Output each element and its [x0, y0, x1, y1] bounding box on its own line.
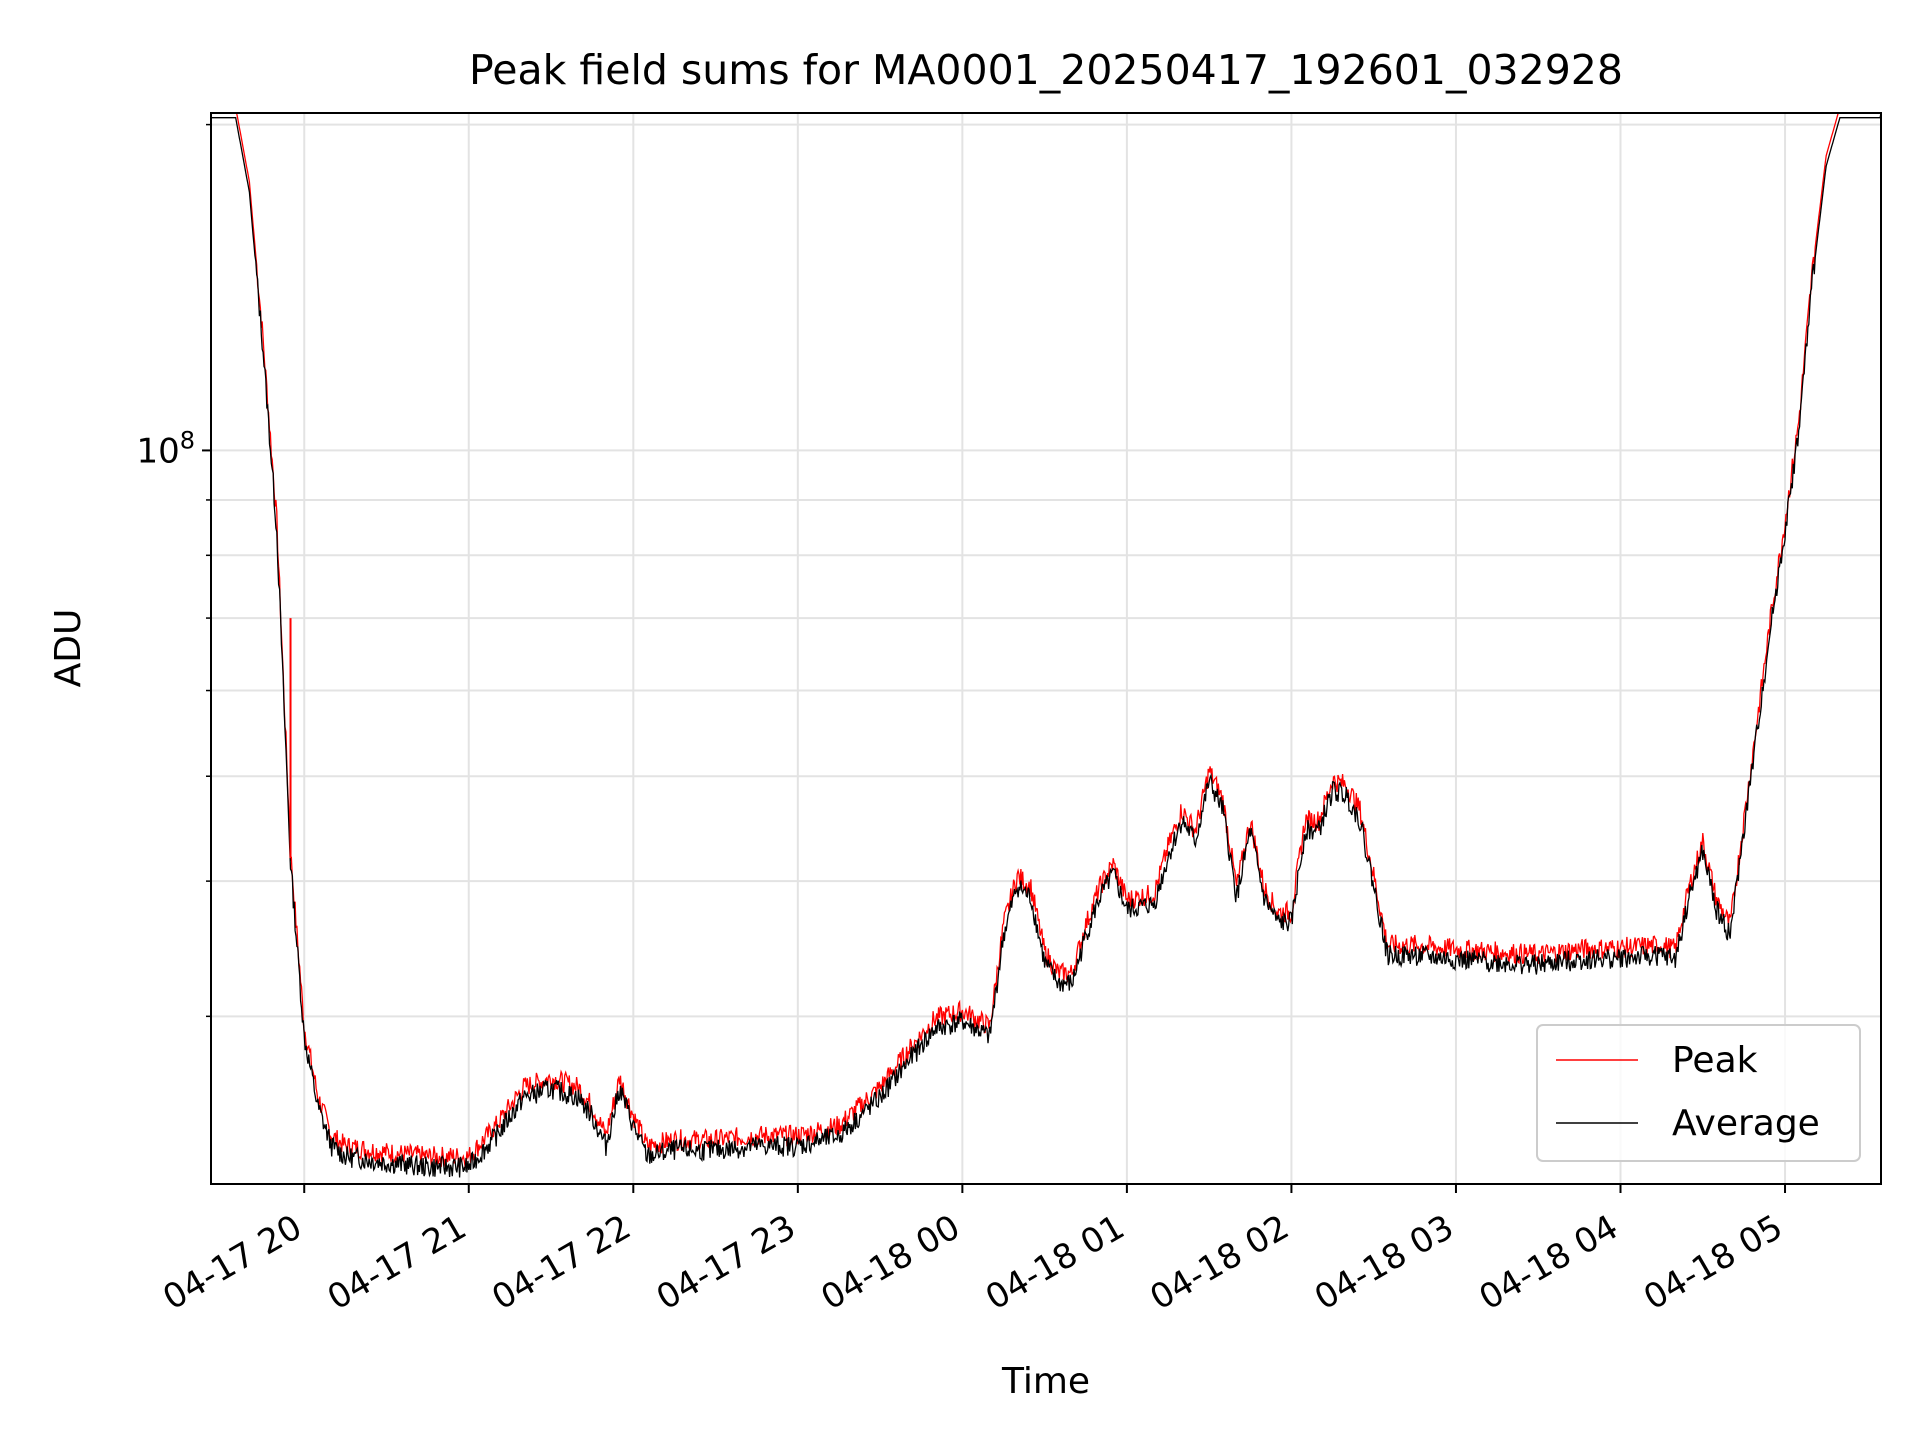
- y-tick-label: 108: [136, 426, 195, 471]
- legend-box: [1536, 1024, 1861, 1162]
- average-series-line: [211, 112, 1882, 1178]
- grid: [211, 113, 1881, 1184]
- y-axis-label: ADU: [48, 609, 89, 688]
- legend-average-label: Average: [1672, 1103, 1820, 1144]
- peak-series-line: [211, 112, 1881, 1168]
- legend-peak-label: Peak: [1672, 1040, 1758, 1081]
- chart-title: Peak field sums for MA0001_20250417_1926…: [469, 46, 1623, 94]
- series-layer: [211, 112, 1882, 1178]
- y-axis: 108: [136, 123, 211, 1018]
- legend: Peak Average: [1536, 1024, 1861, 1162]
- x-axis-label: Time: [1001, 1361, 1090, 1402]
- plot-frame: [210, 112, 1882, 1185]
